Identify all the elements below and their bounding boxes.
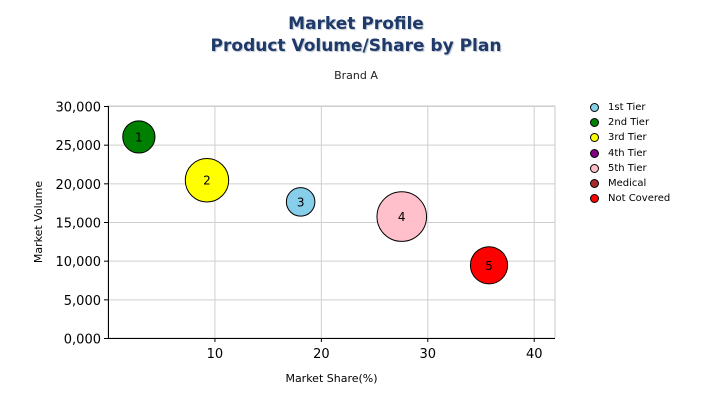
x-tick-label: 10 (207, 347, 224, 362)
legend-label: 1st Tier (608, 102, 646, 114)
bubble-3rd-tier (184, 158, 230, 203)
bubble-label: 3 (297, 195, 305, 209)
legend-label: Not Covered (608, 193, 671, 205)
x-tick-label: 20 (313, 347, 330, 362)
legend-label: 2nd Tier (608, 117, 650, 129)
y-tick-label: 5,000 (64, 294, 101, 309)
legend-swatch (590, 148, 599, 158)
chart-caption: Brand A (334, 69, 378, 82)
legend-item: 2nd Tier (590, 115, 670, 130)
y-tick-label: 15,000 (56, 217, 102, 232)
legend-swatch (590, 179, 599, 189)
legend-item: Medical (590, 176, 670, 191)
chart-subtitle: Product Volume/Share by Plan (210, 36, 502, 56)
legend-swatch (590, 133, 599, 143)
legend-item: 1st Tier (590, 100, 670, 115)
y-tick-label: 20,000 (56, 178, 102, 193)
y-tick-label: 10,000 (56, 255, 102, 270)
legend-label: 5th Tier (608, 162, 647, 174)
legend-item: Not Covered (590, 191, 670, 206)
bubble-5th-tier (376, 191, 428, 242)
bubble-label: 1 (135, 130, 143, 144)
chart-title: Market Profile (288, 14, 424, 34)
bubble-2nd-tier (122, 120, 156, 154)
x-axis-label: Market Share(%) (285, 372, 377, 385)
legend-swatch (590, 118, 599, 128)
bubble-label: 5 (485, 259, 493, 273)
y-tick-label: 30,000 (56, 101, 102, 116)
legend-label: 3rd Tier (608, 132, 647, 144)
bubble-label: 4 (398, 210, 406, 224)
legend-label: 4th Tier (608, 147, 647, 159)
bubble-1st-tier (285, 187, 316, 217)
legend-label: Medical (608, 178, 647, 190)
legend-item: 3rd Tier (590, 130, 670, 145)
bubble-not-covered (469, 246, 509, 285)
legend-swatch (590, 194, 599, 204)
y-tick-label: 0,000 (64, 333, 101, 348)
legend-item: 4th Tier (590, 146, 670, 161)
chart-legend: 1st Tier 2nd Tier 3rd Tier 4th Tier 5th Tier… (590, 100, 670, 206)
y-tick-label: 25,000 (56, 139, 102, 154)
x-tick-label: 30 (420, 347, 437, 362)
x-tick-label: 40 (526, 347, 543, 362)
legend-item: 5th Tier (590, 161, 670, 176)
bubble-label: 2 (203, 174, 211, 188)
legend-swatch (590, 103, 599, 113)
y-axis-label: Market Volume (32, 181, 45, 263)
legend-swatch (590, 163, 599, 173)
